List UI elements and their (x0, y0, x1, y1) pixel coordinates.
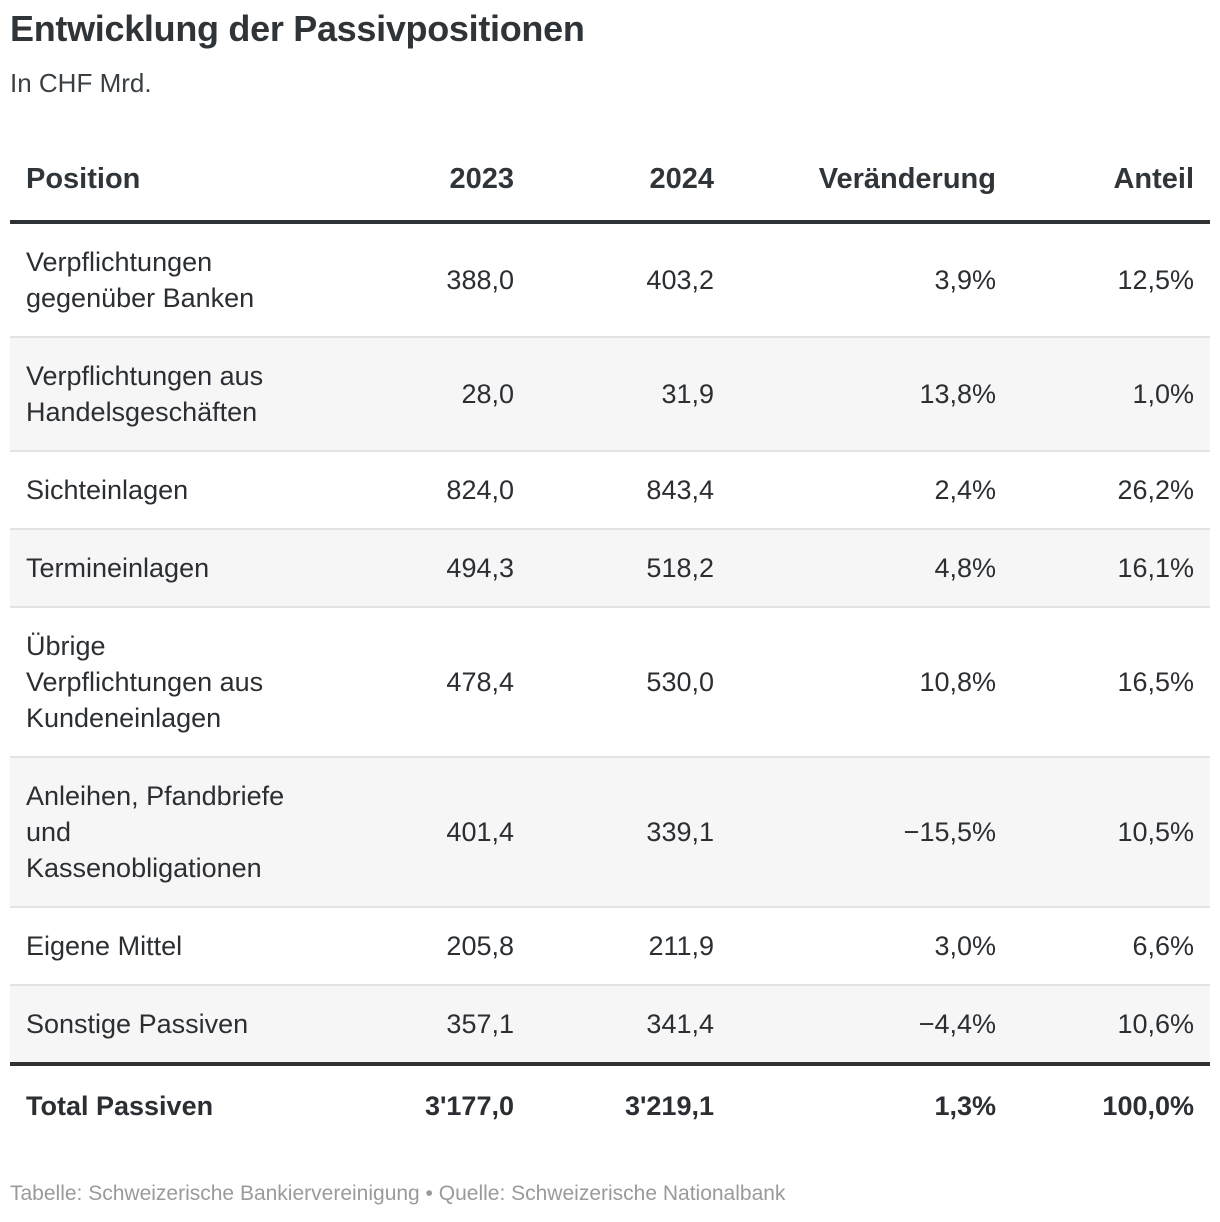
table-row: Verpflichtungen gegenüber Banken 388,0 4… (10, 222, 1210, 338)
cell-position: Übrige Verpflichtungen aus Kundeneinlage… (10, 607, 310, 758)
cell-share: 26,2% (1012, 451, 1210, 530)
cell-share: 1,0% (1012, 337, 1210, 452)
cell-position: Sichteinlagen (10, 451, 310, 530)
column-header-position: Position (10, 138, 310, 224)
total-change: 1,3% (730, 1064, 1012, 1146)
cell-2024: 341,4 (530, 985, 730, 1066)
cell-share: 6,6% (1012, 907, 1210, 986)
chart-title: Entwicklung der Passivpositionen (10, 8, 585, 49)
cell-position: Anleihen, Pfandbriefe und Kassenobligati… (10, 757, 310, 908)
cell-change: 2,4% (730, 451, 1012, 530)
column-header-2024: 2024 (530, 138, 730, 224)
cell-position: Sonstige Passiven (10, 985, 310, 1066)
cell-2024: 339,1 (530, 757, 730, 908)
cell-2024: 211,9 (530, 907, 730, 986)
table-row: Verpflichtungen aus Handelsgeschäften 28… (10, 337, 1210, 452)
cell-share: 10,5% (1012, 757, 1210, 908)
cell-position: Verpflichtungen aus Handelsgeschäften (10, 337, 310, 452)
cell-change: 3,9% (730, 222, 1012, 338)
cell-2023: 28,0 (310, 337, 530, 452)
cell-2024: 530,0 (530, 607, 730, 758)
cell-2023: 824,0 (310, 451, 530, 530)
table-row: Eigene Mittel 205,8 211,9 3,0% 6,6% (10, 907, 1210, 986)
cell-2023: 388,0 (310, 222, 530, 338)
table-row: Sichteinlagen 824,0 843,4 2,4% 26,2% (10, 451, 1210, 530)
cell-change: −15,5% (730, 757, 1012, 908)
table-row: Termineinlagen 494,3 518,2 4,8% 16,1% (10, 529, 1210, 608)
cell-2024: 843,4 (530, 451, 730, 530)
cell-2023: 401,4 (310, 757, 530, 908)
cell-position: Eigene Mittel (10, 907, 310, 986)
cell-2024: 403,2 (530, 222, 730, 338)
cell-2023: 357,1 (310, 985, 530, 1066)
cell-share: 10,6% (1012, 985, 1210, 1066)
column-header-2023: 2023 (310, 138, 530, 224)
column-header-change: Veränderung (730, 138, 1012, 224)
data-table: Position 2023 2024 Veränderung Anteil Ve… (10, 138, 1210, 1146)
cell-change: 13,8% (730, 337, 1012, 452)
cell-change: −4,4% (730, 985, 1012, 1066)
cell-position: Verpflichtungen gegenüber Banken (10, 222, 310, 338)
total-2023: 3'177,0 (310, 1064, 530, 1146)
total-row: Total Passiven 3'177,0 3'219,1 1,3% 100,… (10, 1064, 1210, 1146)
table-row: Anleihen, Pfandbriefe und Kassenobligati… (10, 757, 1210, 908)
chart-subtitle: In CHF Mrd. (10, 68, 152, 98)
cell-2024: 518,2 (530, 529, 730, 608)
cell-2023: 205,8 (310, 907, 530, 986)
cell-change: 10,8% (730, 607, 1012, 758)
cell-change: 4,8% (730, 529, 1012, 608)
cell-change: 3,0% (730, 907, 1012, 986)
cell-share: 16,5% (1012, 607, 1210, 758)
total-2024: 3'219,1 (530, 1064, 730, 1146)
data-table-container: Position 2023 2024 Veränderung Anteil Ve… (10, 138, 1210, 1146)
cell-2023: 478,4 (310, 607, 530, 758)
total-share: 100,0% (1012, 1064, 1210, 1146)
cell-2024: 31,9 (530, 337, 730, 452)
table-header-row: Position 2023 2024 Veränderung Anteil (10, 138, 1210, 224)
cell-share: 16,1% (1012, 529, 1210, 608)
column-header-share: Anteil (1012, 138, 1210, 224)
cell-2023: 494,3 (310, 529, 530, 608)
cell-share: 12,5% (1012, 222, 1210, 338)
table-row: Übrige Verpflichtungen aus Kundeneinlage… (10, 607, 1210, 758)
table-row: Sonstige Passiven 357,1 341,4 −4,4% 10,6… (10, 985, 1210, 1066)
source-footer: Tabelle: Schweizerische Bankiervereinigu… (10, 1182, 786, 1205)
total-position: Total Passiven (10, 1064, 310, 1146)
cell-position: Termineinlagen (10, 529, 310, 608)
